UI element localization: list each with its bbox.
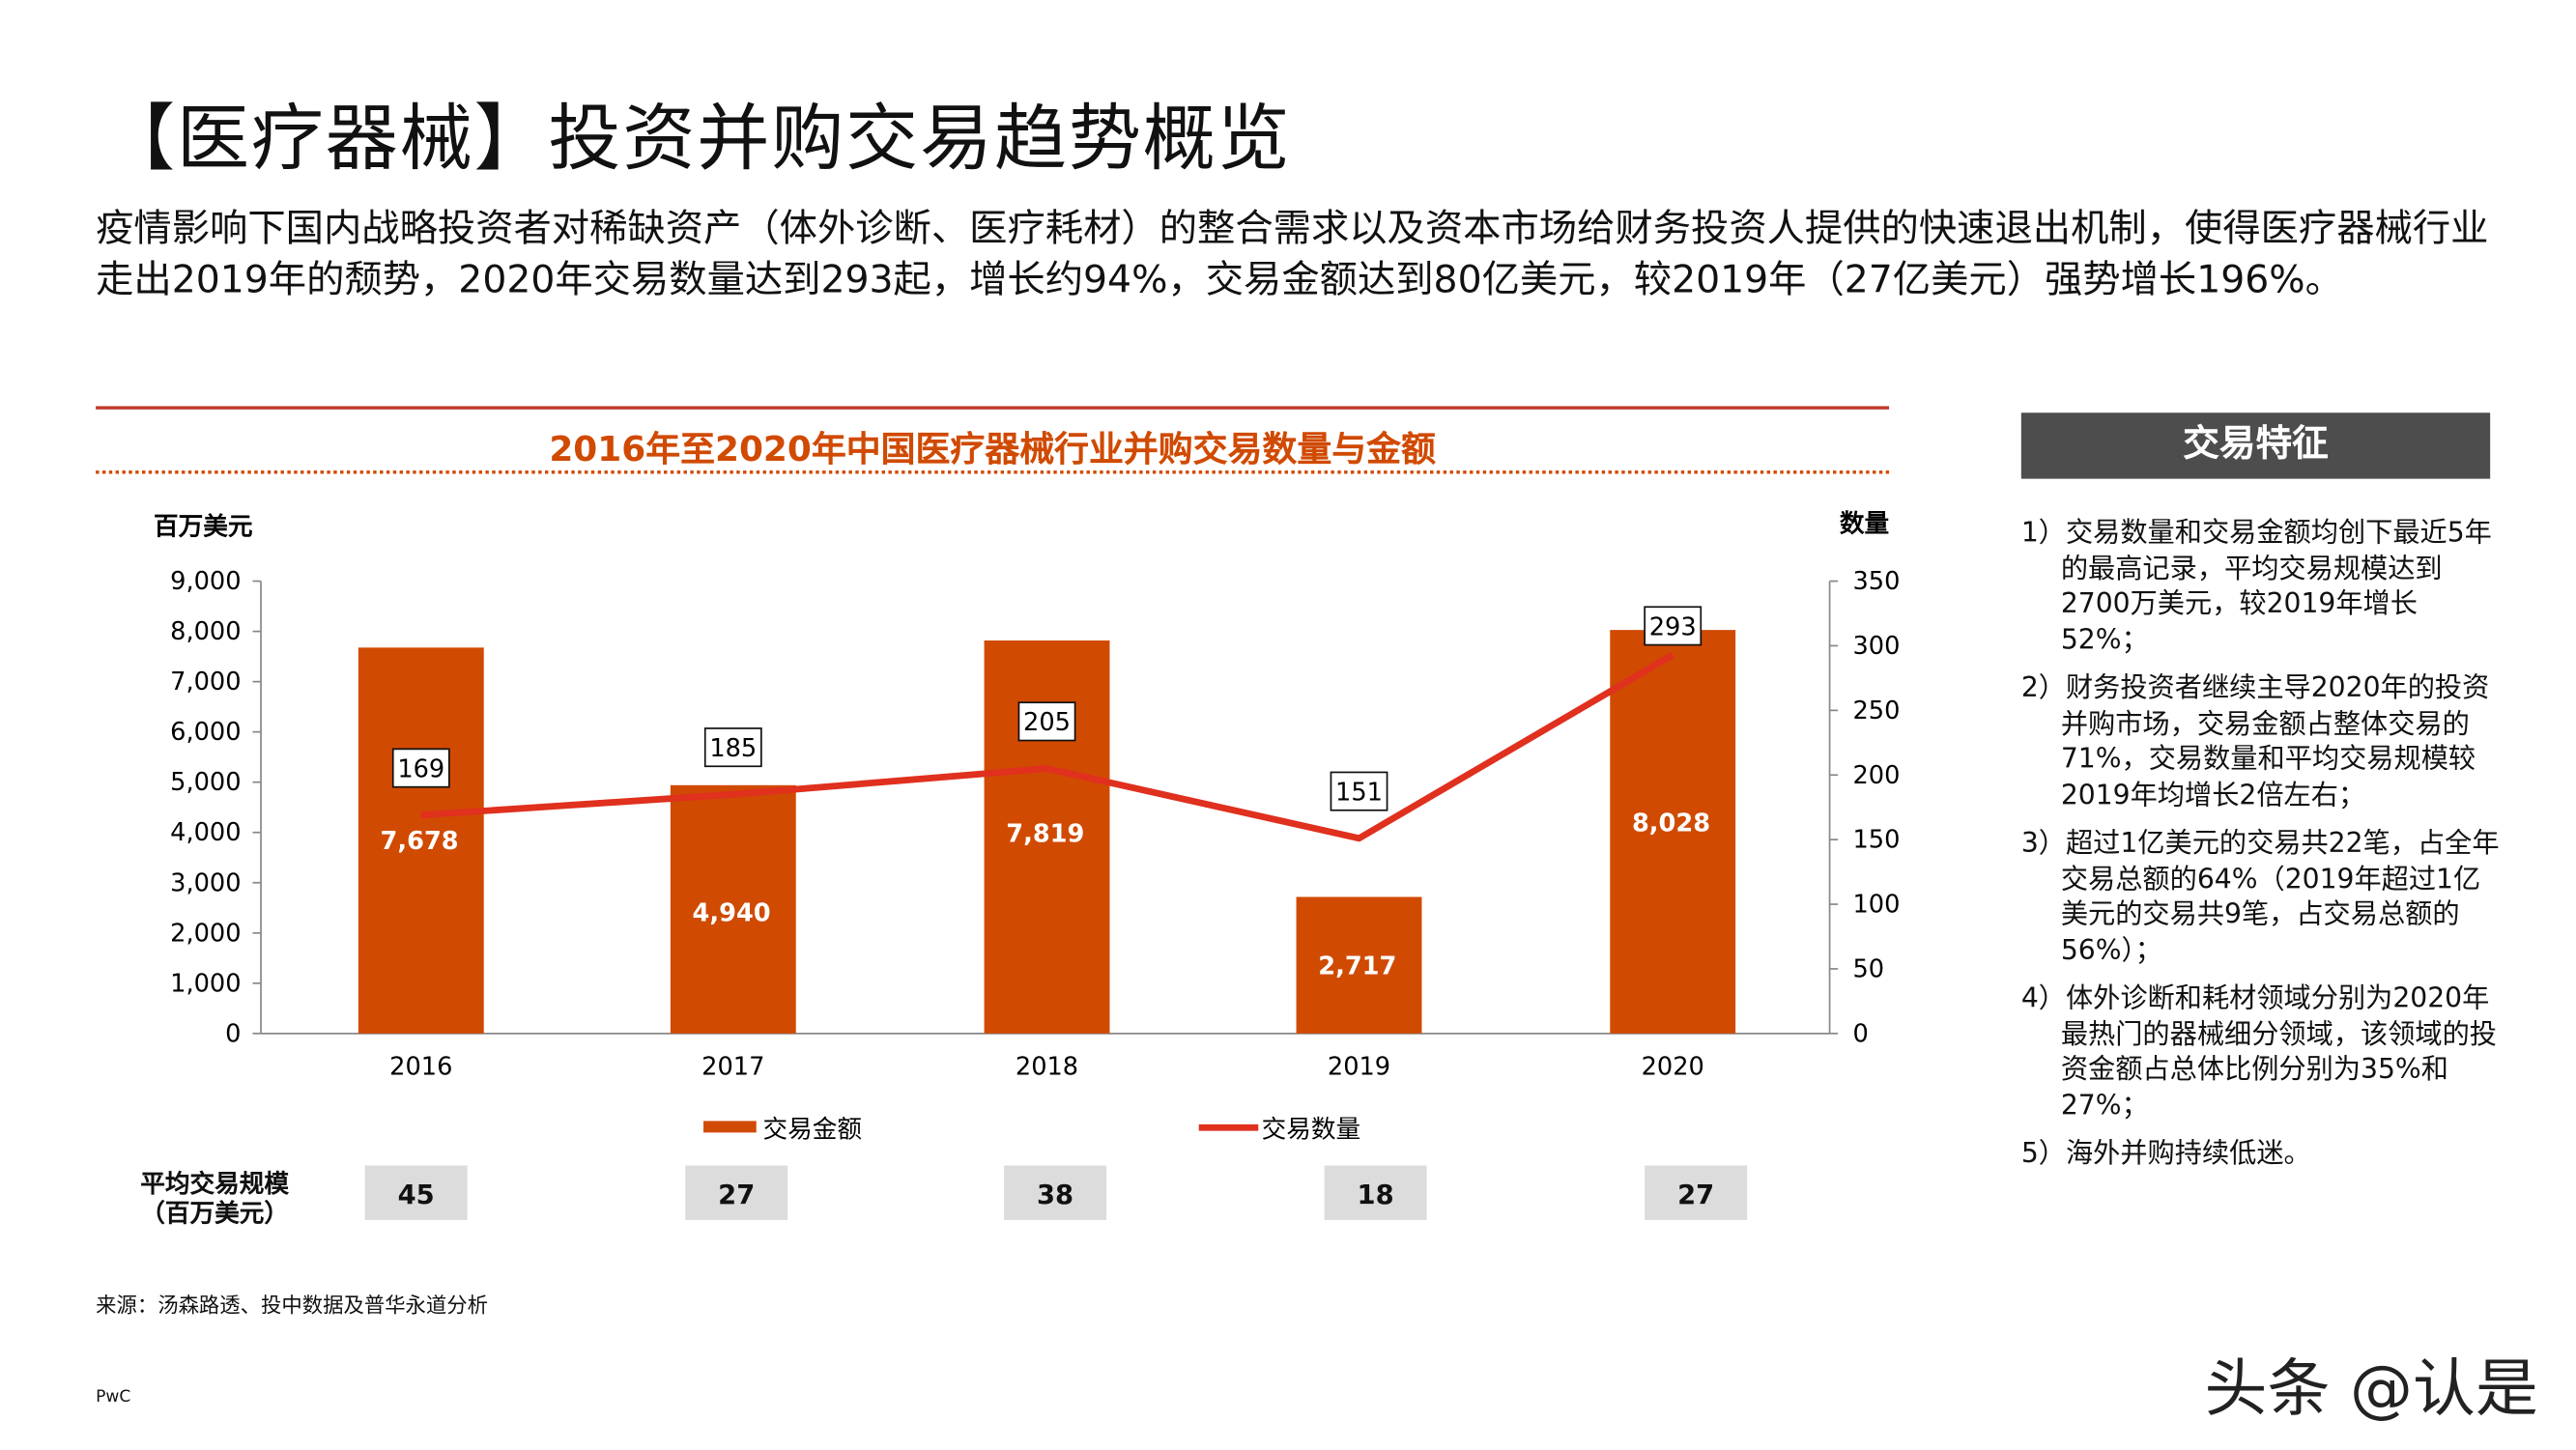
count-label-box: [703, 727, 762, 768]
count-label: 169: [397, 754, 444, 783]
avg-size-value: 18: [1324, 1165, 1427, 1220]
chart-title: 2016年至2020年中国医疗器械行业并购交易数量与金额: [549, 429, 1436, 469]
x-tick-label: 2018: [1016, 1053, 1078, 1082]
bar-value-label: 2,717: [1318, 952, 1396, 981]
bar-value-label: 7,678: [381, 827, 459, 856]
bar-2017: [670, 784, 796, 1034]
count-label: 185: [709, 734, 757, 763]
right-tick-label: 200: [1852, 761, 1900, 790]
right-tick-label: 250: [1852, 697, 1900, 725]
avg-label-line1: 平均交易规模: [140, 1168, 290, 1199]
bar-2020: [1610, 630, 1736, 1034]
right-tick-label: 100: [1852, 891, 1900, 920]
count-line: [420, 651, 1674, 842]
feature-item: 2）财务投资者继续主导2020年的投资并购市场，交易金额占整体交易的71%，交易…: [2020, 671, 2490, 810]
right-tick-label: 50: [1852, 954, 1884, 983]
divider: [96, 406, 1890, 410]
bar-value-label: 4,940: [693, 899, 771, 928]
x-tick-label: 2016: [389, 1053, 452, 1082]
panel-title: 交易特征: [2020, 412, 2491, 479]
dotted-divider: [96, 470, 1890, 474]
footer-brand: PwC: [96, 1388, 131, 1407]
avg-size-value: 27: [685, 1165, 788, 1220]
x-tick-label: 2017: [701, 1053, 764, 1082]
count-label: 205: [1023, 708, 1071, 737]
avg-size-value: 27: [1645, 1165, 1748, 1220]
bar-2016: [358, 647, 484, 1034]
feature-item: 1）交易数量和交易金额均创下最近5年的最高记录，平均交易规模达到2700万美元，…: [2020, 516, 2492, 655]
count-label-box: [1644, 606, 1703, 646]
left-tick-label: 1,000: [170, 969, 241, 998]
watermark: 头条 @认是: [2204, 1351, 2538, 1425]
left-tick-label: 2,000: [170, 919, 241, 948]
bar-value-label: 7,819: [1006, 820, 1084, 849]
count-label-box: [1330, 771, 1388, 811]
left-tick-label: 9,000: [170, 567, 241, 596]
feature-item: 5）海外并购持续低迷。: [2020, 1137, 2311, 1169]
count-label-box: [391, 748, 450, 788]
left-tick-label: 6,000: [170, 718, 241, 747]
left-tick-label: 8,000: [170, 617, 241, 646]
right-axis-label: 数量: [1840, 509, 1889, 538]
legend-bar-label: 交易金额: [763, 1116, 863, 1145]
x-tick-label: 2019: [1328, 1053, 1390, 1082]
left-tick-label: 7,000: [170, 668, 241, 697]
right-tick-label: 0: [1852, 1019, 1868, 1048]
intro-text: 疫情影响下国内战略投资者对稀缺资产（体外诊断、医疗耗材）的整合需求以及资本市场给…: [96, 208, 2489, 302]
x-tick-label: 2020: [1642, 1053, 1704, 1082]
left-tick-label: 4,000: [170, 818, 241, 847]
avg-label-line2: （百万美元）: [140, 1198, 290, 1229]
feature-item: 4）体外诊断和耗材领域分别为2020年最热门的器械细分领域，该领域的投资金额占总…: [2020, 981, 2498, 1121]
legend-bar-swatch: [703, 1121, 757, 1133]
feature-item: 3）超过1亿美元的交易共22笔，占全年交易总额的64%（2019年超过1亿美元的…: [2020, 827, 2500, 965]
right-tick-label: 350: [1852, 567, 1900, 596]
bar-value-label: 8,028: [1632, 810, 1710, 839]
feature-list: 1）交易数量和交易金额均创下最近5年的最高记录，平均交易规模达到2700万美元，…: [2021, 515, 2501, 1184]
source-note: 来源：汤森路透、投中数据及普华永道分析: [96, 1293, 489, 1318]
right-tick-label: 300: [1852, 632, 1900, 661]
chart: 百万美元 数量 0 1,000 2,000 3,000 4,000 5,000 6,000 7,0…: [154, 509, 1900, 1145]
right-tick-label: 150: [1852, 826, 1900, 855]
left-tick-label: 0: [225, 1019, 241, 1048]
left-tick-label: 5,000: [170, 768, 241, 797]
legend-line-label: 交易数量: [1262, 1116, 1360, 1145]
avg-size-value: 45: [364, 1165, 468, 1220]
page-title: 【医疗器械】投资并购交易趋势概览: [101, 97, 1292, 182]
count-label: 293: [1649, 612, 1697, 641]
bar-2019: [1296, 896, 1422, 1034]
left-tick-label: 3,000: [170, 868, 241, 897]
count-label: 151: [1335, 779, 1383, 808]
left-axis-label: 百万美元: [154, 512, 253, 542]
avg-size-value: 38: [1004, 1165, 1107, 1220]
avg-size-label: 平均交易规模 （百万美元）: [100, 1169, 330, 1229]
count-label-box: [1017, 701, 1076, 742]
